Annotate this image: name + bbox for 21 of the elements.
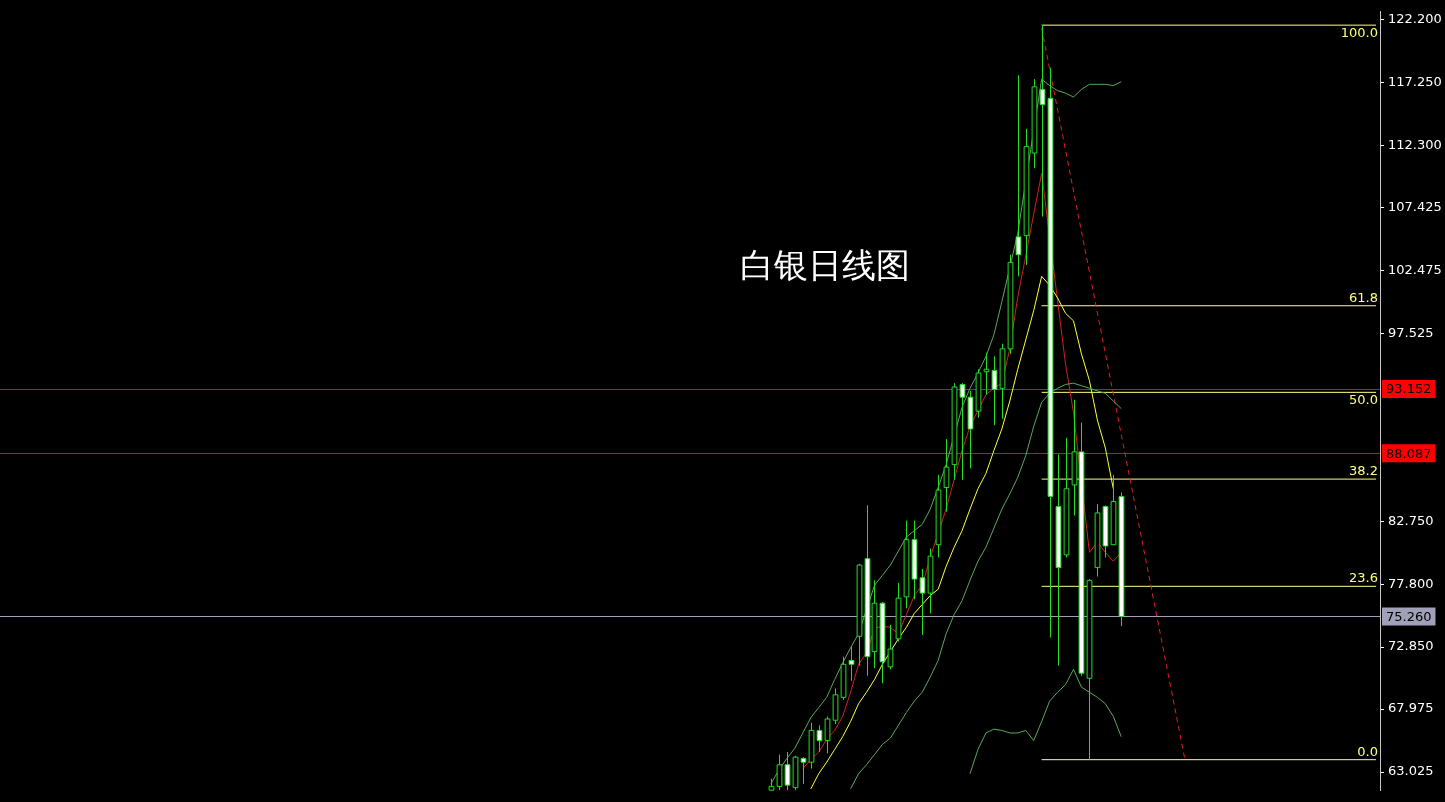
series-label: 0.0	[1357, 743, 1378, 759]
y-tick-label: 82.750	[1388, 512, 1434, 528]
y-tick-label: 112.300	[1388, 136, 1442, 152]
y-tick-label: 117.250	[1388, 73, 1442, 89]
y-tick-label: 77.800	[1388, 575, 1434, 591]
series-label: 38.2	[1349, 462, 1378, 478]
text: 白银日线图	[740, 244, 910, 287]
y-tick-label: 63.025	[1388, 763, 1434, 779]
series-label: 50.0	[1349, 392, 1378, 408]
ref-line-label: 88.087	[1386, 445, 1432, 461]
ref-line-label: 93.152	[1386, 381, 1432, 397]
series-label: 23.6	[1349, 570, 1378, 586]
y-tick-label: 122.200	[1388, 10, 1442, 26]
series-label: 61.8	[1349, 289, 1378, 305]
series-label: 100.0	[1340, 25, 1378, 41]
y-tick-label: 67.975	[1388, 700, 1434, 716]
y-tick-label: 72.850	[1388, 638, 1434, 654]
y-tick-label: 102.475	[1388, 261, 1442, 277]
y-tick-label: 97.525	[1388, 324, 1434, 340]
ref-line-label: 75.260	[1386, 608, 1432, 624]
y-tick-label: 107.425	[1388, 198, 1442, 214]
